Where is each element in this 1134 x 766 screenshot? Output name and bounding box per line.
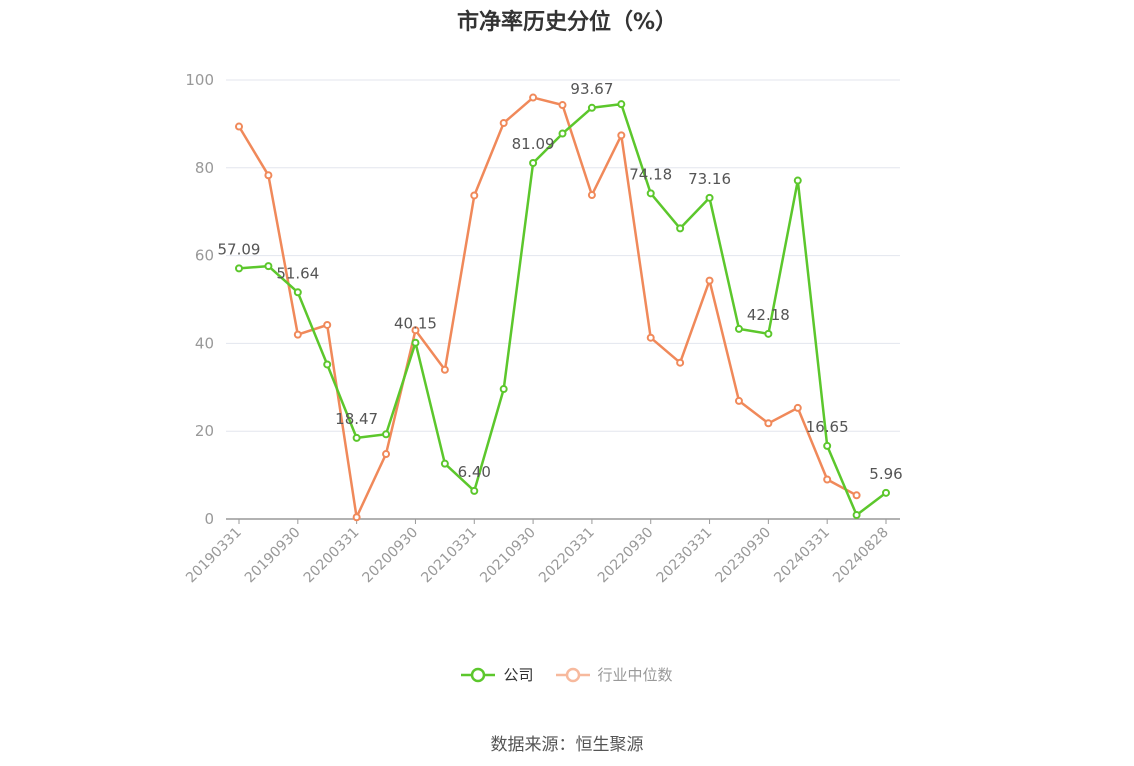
data-point-industry-median: [382, 450, 391, 459]
data-point-company: [499, 385, 508, 394]
y-tick-label: 60: [195, 247, 214, 265]
legend-marker-company: [461, 667, 496, 682]
data-point-industry-median: [470, 191, 479, 200]
data-point-company: [764, 329, 773, 338]
x-tick-label: 20200331: [301, 525, 363, 587]
data-point-company: [705, 193, 714, 202]
data-point-company: [293, 288, 302, 297]
x-tick-label: 20220331: [536, 525, 598, 587]
y-tick-label: 40: [195, 334, 214, 352]
x-tick-label: 20240331: [771, 525, 833, 587]
x-tick-label: 20190331: [183, 525, 245, 587]
x-tick-label: 20190930: [242, 525, 304, 587]
data-point-company: [411, 338, 420, 347]
x-tick-label: 20210331: [418, 525, 480, 587]
data-point-company: [823, 441, 832, 450]
data-point-industry-median: [411, 326, 420, 335]
data-point-company: [323, 360, 332, 369]
data-point-company: [352, 433, 361, 442]
data-point-industry-median: [529, 93, 538, 102]
data-label: 5.96: [869, 465, 902, 483]
data-label: 40.15: [394, 315, 437, 333]
x-tick-label: 20210930: [477, 525, 539, 587]
data-point-company: [852, 511, 861, 520]
legend-item-industry-median[interactable]: 行业中位数: [555, 664, 673, 685]
data-label: 57.09: [218, 240, 261, 258]
data-label: 42.18: [747, 306, 790, 324]
y-tick-label: 100: [185, 71, 214, 89]
data-point-company: [587, 103, 596, 112]
data-point-industry-median: [676, 358, 685, 367]
y-tick-label: 80: [195, 159, 214, 177]
x-tick-label: 20230930: [712, 525, 774, 587]
data-label: 93.67: [570, 80, 613, 98]
legend-label-industry-median: 行业中位数: [597, 666, 673, 684]
x-tick-label: 20200930: [360, 525, 422, 587]
data-label: 51.64: [276, 264, 319, 282]
data-point-industry-median: [734, 396, 743, 405]
data-point-industry-median: [705, 276, 714, 285]
chart-title: 市净率历史分位（%）: [456, 10, 678, 35]
data-point-company: [617, 100, 626, 109]
data-point-company: [646, 189, 655, 198]
data-point-company: [440, 459, 449, 468]
data-point-industry-median: [852, 491, 861, 500]
data-point-company: [793, 176, 802, 185]
data-point-industry-median: [793, 403, 802, 412]
data-point-industry-median: [587, 191, 596, 200]
data-point-industry-median: [323, 320, 332, 329]
data-point-industry-median: [558, 101, 567, 110]
data-point-industry-median: [440, 365, 449, 374]
data-label: 18.47: [335, 410, 378, 428]
x-tick-label: 20240828: [830, 525, 892, 587]
data-point-company: [382, 430, 391, 439]
data-point-industry-median: [293, 330, 302, 339]
data-point-company: [529, 159, 538, 168]
series-line-industry-median: [237, 96, 858, 519]
data-source-note: 数据来源：恒生聚源: [490, 735, 644, 755]
data-point-company: [558, 129, 567, 138]
x-tick-label: 20230331: [654, 525, 716, 587]
data-label: 74.18: [629, 165, 672, 183]
y-tick-label: 0: [204, 510, 214, 528]
data-point-company: [235, 264, 243, 273]
data-point-industry-median: [823, 475, 832, 484]
data-point-industry-median: [646, 333, 655, 342]
data-point-company: [470, 486, 479, 495]
x-tick-label: 20220930: [595, 525, 657, 587]
legend-marker-industry-median: [555, 667, 590, 682]
data-point-industry-median: [235, 122, 243, 131]
data-point-industry-median: [764, 419, 773, 428]
data-point-company: [734, 324, 743, 333]
data-label: 16.65: [806, 418, 849, 436]
data-label: 81.09: [512, 135, 555, 153]
legend-label-company: 公司: [503, 666, 534, 684]
data-point-company: [676, 224, 685, 233]
data-label: 6.40: [458, 463, 491, 481]
y-tick-label: 20: [195, 422, 214, 440]
data-point-industry-median: [352, 513, 361, 522]
data-label: 73.16: [688, 170, 731, 188]
data-point-company: [882, 488, 890, 497]
data-point-industry-median: [264, 171, 273, 180]
chart-legend: 公司 行业中位数: [0, 664, 1134, 685]
data-point-company: [264, 262, 273, 271]
data-point-industry-median: [617, 131, 626, 140]
data-point-industry-median: [499, 119, 508, 128]
legend-item-company[interactable]: 公司: [461, 664, 534, 685]
